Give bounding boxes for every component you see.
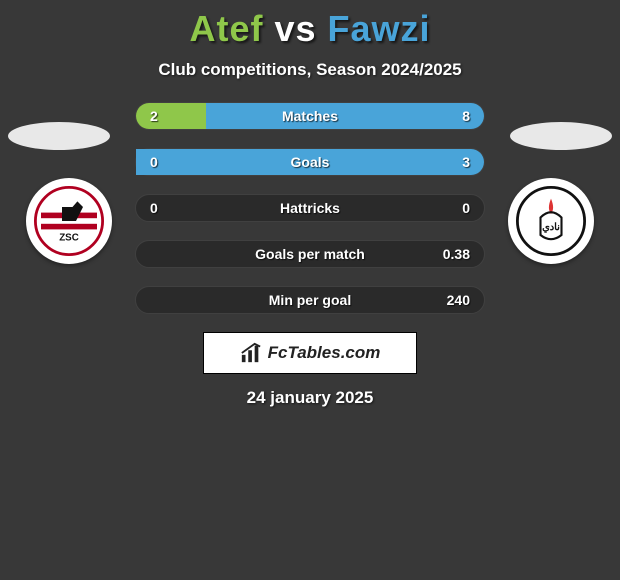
stat-left-value: 0 <box>150 200 180 216</box>
bar-chart-icon <box>240 342 262 364</box>
club-badge-left: ZSC <box>26 178 112 264</box>
stat-row-min-per-goal: Min per goal 240 <box>135 286 485 314</box>
date: 24 january 2025 <box>0 388 620 408</box>
stat-label: Goals per match <box>136 246 484 262</box>
stat-row-matches: 2 Matches 8 <box>135 102 485 130</box>
stats-container: 2 Matches 8 0 Goals 3 0 Hattricks 0 Goal… <box>135 102 485 314</box>
brand-text: FcTables.com <box>268 343 381 363</box>
stat-right-value: 0.38 <box>440 246 470 262</box>
title-vs: vs <box>274 8 316 49</box>
title-player2: Fawzi <box>328 8 431 49</box>
stat-left-value: 0 <box>150 154 180 170</box>
stat-label: Min per goal <box>136 292 484 308</box>
stat-right-value: 0 <box>440 200 470 216</box>
player1-photo-placeholder <box>8 122 110 150</box>
svg-text:نادي: نادي <box>542 222 560 233</box>
zamalek-crest-icon: ZSC <box>34 186 104 256</box>
stat-right-value: 240 <box>440 292 470 308</box>
stat-label: Hattricks <box>136 200 484 216</box>
subtitle: Club competitions, Season 2024/2025 <box>0 60 620 80</box>
stat-row-hattricks: 0 Hattricks 0 <box>135 194 485 222</box>
enppi-crest-icon: نادي <box>516 186 586 256</box>
stat-fill-right <box>136 149 484 175</box>
club-badge-right: نادي <box>508 178 594 264</box>
player2-photo-placeholder <box>510 122 612 150</box>
stat-left-value: 2 <box>150 108 180 124</box>
stat-right-value: 3 <box>440 154 470 170</box>
stat-right-value: 8 <box>440 108 470 124</box>
svg-text:ZSC: ZSC <box>59 233 79 244</box>
page-title: Atef vs Fawzi <box>0 0 620 50</box>
stat-row-goals-per-match: Goals per match 0.38 <box>135 240 485 268</box>
title-player1: Atef <box>189 8 263 49</box>
brand-box[interactable]: FcTables.com <box>203 332 417 374</box>
stat-row-goals: 0 Goals 3 <box>135 148 485 176</box>
